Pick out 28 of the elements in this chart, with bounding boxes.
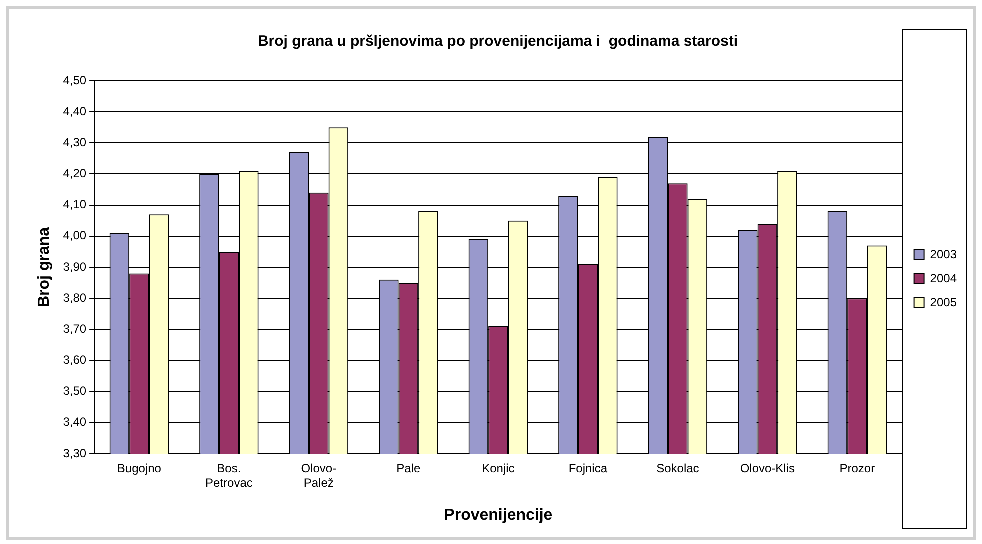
x-tick-label: Konjic — [482, 462, 515, 476]
y-tick-label: 4,40 — [63, 104, 87, 118]
x-axis-title: Provenijencije — [444, 506, 553, 524]
x-tick-label: Bos. Petrovac — [206, 462, 253, 490]
y-tick-label: 4,20 — [63, 166, 87, 181]
y-tick-label: 3,80 — [63, 290, 87, 305]
x-tick-label: Fojnica — [568, 462, 608, 476]
x-tick-label: Olovo-Palež — [301, 462, 337, 490]
x-tick-label: Pale — [396, 462, 422, 476]
y-tick-label: 3,70 — [63, 322, 87, 336]
legend-label: 2004 — [930, 271, 958, 286]
x-tick-label: Olovo-Klis — [740, 462, 796, 476]
y-tick-label: 3,90 — [63, 260, 87, 274]
chart-title: Broj grana u pršljenovima po provenijencijama i godinama starosti — [258, 33, 738, 50]
y-tick-label: 3,50 — [63, 384, 87, 398]
y-tick-label: 3,60 — [63, 353, 87, 368]
x-tick-label: Sokolac — [656, 462, 700, 476]
x-tick-label: Prozor — [840, 462, 876, 476]
y-tick-label: 3,40 — [63, 415, 87, 430]
legend-label: 2003 — [930, 247, 958, 262]
y-tick-label: 4,10 — [63, 198, 87, 212]
y-axis-title: Broj grana — [36, 227, 54, 308]
legend-label: 2005 — [930, 295, 958, 310]
x-tick-label: Bugojno — [117, 462, 162, 476]
y-tick-label: 3,30 — [63, 446, 87, 460]
y-tick-label: 4,00 — [63, 228, 87, 243]
y-tick-label: 4,50 — [63, 73, 87, 88]
y-tick-label: 4,30 — [63, 135, 87, 150]
